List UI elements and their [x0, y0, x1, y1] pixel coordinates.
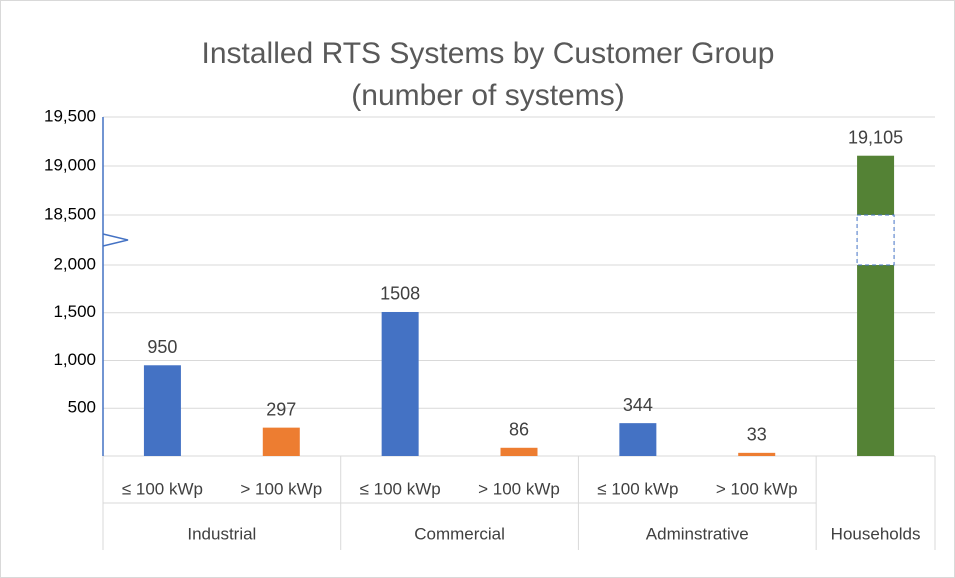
- bar: [262, 427, 300, 456]
- x-tick-label: ≤ 100 kWp: [122, 479, 203, 498]
- bar: [619, 423, 657, 456]
- group-label: Adminstrative: [646, 524, 749, 543]
- y-tick-label: 1,000: [53, 350, 96, 369]
- bar: [143, 365, 181, 456]
- y-tick-label: 1,500: [53, 302, 96, 321]
- bar: [738, 452, 776, 456]
- axis-break: [102, 233, 129, 247]
- group-label: Commercial: [414, 524, 505, 543]
- y-tick-label: 2,000: [53, 254, 96, 273]
- data-label: 86: [509, 420, 529, 440]
- x-tick-label: > 100 kWp: [478, 479, 560, 498]
- chart-title: Installed RTS Systems by Customer Group: [202, 37, 775, 70]
- data-label: 297: [266, 399, 296, 419]
- x-tick-label: ≤ 100 kWp: [360, 479, 441, 498]
- data-label: 33: [747, 425, 767, 445]
- bar: [857, 155, 895, 456]
- bar: [381, 311, 419, 456]
- group-label: Households: [831, 524, 921, 543]
- data-label: 950: [147, 337, 177, 357]
- axis-break-box: [856, 214, 895, 266]
- y-tick-label: 18,500: [44, 204, 96, 223]
- bar: [500, 447, 538, 456]
- data-label: 19,105: [848, 127, 903, 147]
- data-label: 344: [623, 395, 653, 415]
- y-tick-label: 500: [68, 398, 96, 417]
- group-label: Industrial: [187, 524, 256, 543]
- x-tick-label: > 100 kWp: [716, 479, 798, 498]
- chart-subtitle: (number of systems): [351, 79, 624, 112]
- x-tick-label: ≤ 100 kWp: [597, 479, 678, 498]
- y-tick-label: 19,500: [44, 106, 96, 125]
- data-label: 1508: [380, 284, 420, 304]
- y-tick-label: 19,000: [44, 155, 96, 174]
- x-tick-label: > 100 kWp: [240, 479, 322, 498]
